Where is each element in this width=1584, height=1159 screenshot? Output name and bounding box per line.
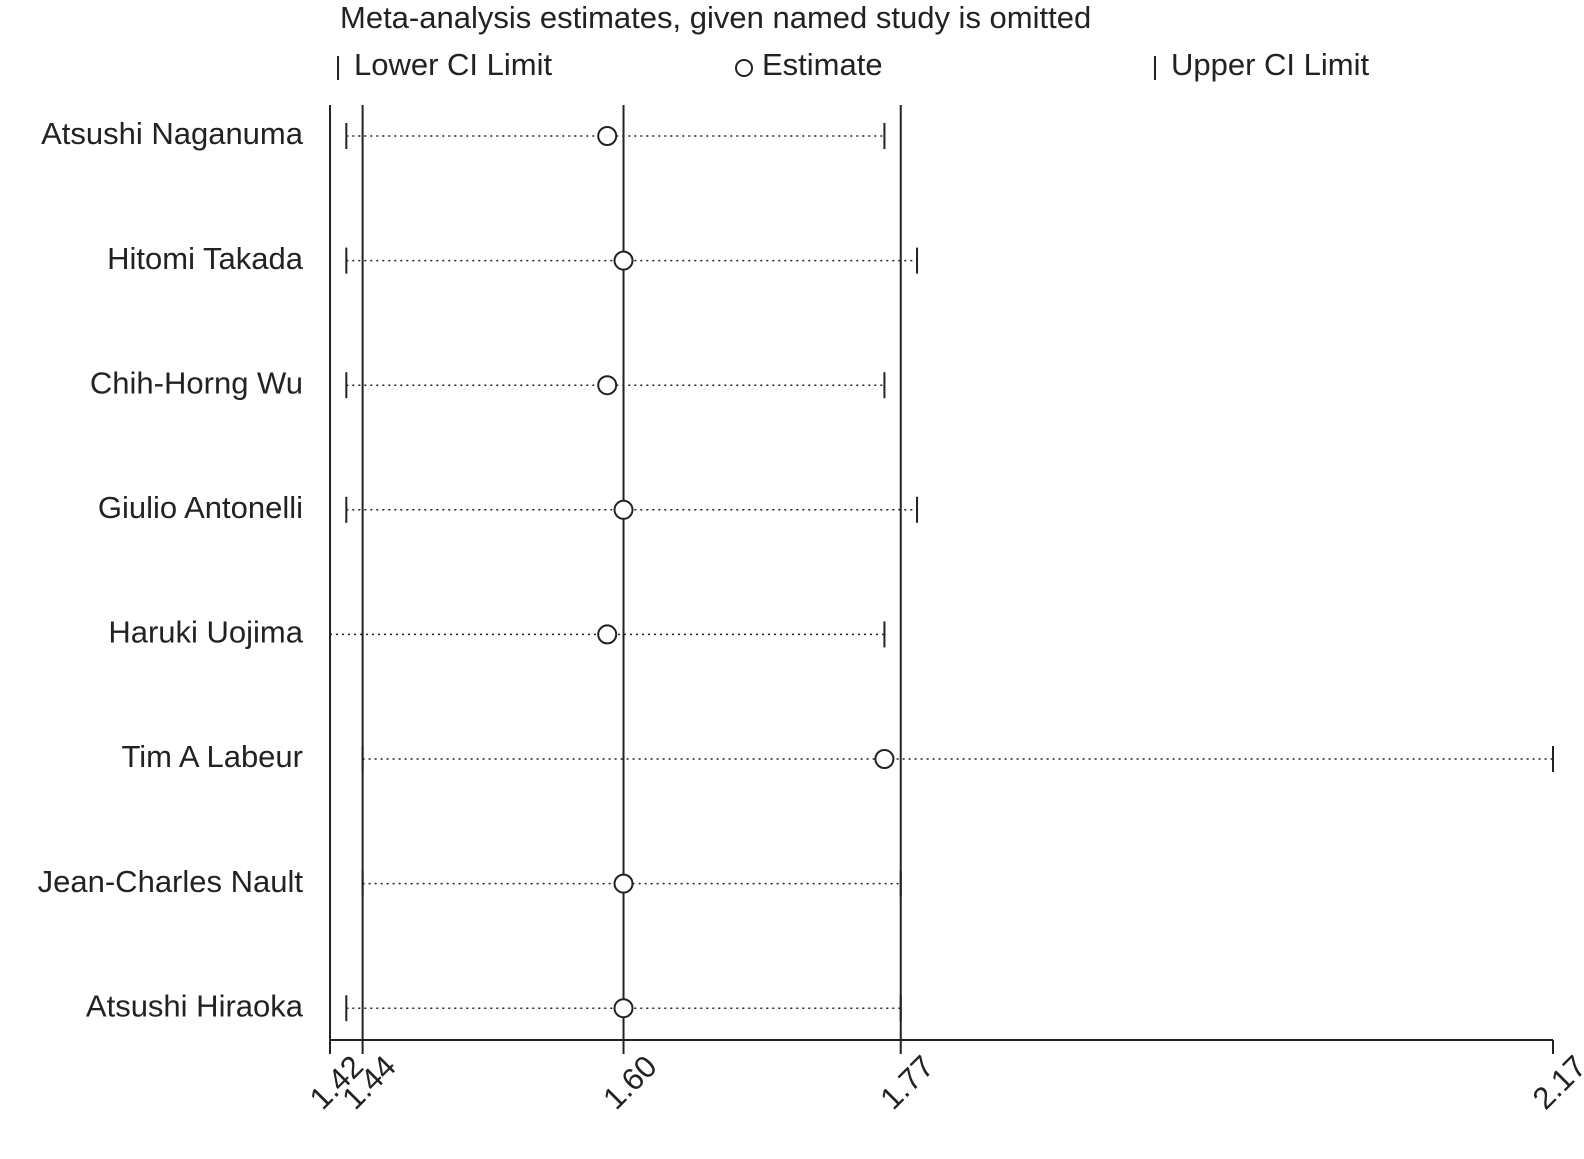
x-tick-label: 1.60 xyxy=(596,1049,663,1116)
estimate xyxy=(597,624,618,645)
y-tick-label: Haruki Uojima xyxy=(108,615,303,650)
y-tick-label: Tim A Labeur xyxy=(121,739,303,774)
x-tick-label: 2.17 xyxy=(1526,1049,1584,1116)
legend-label: Upper CI Limit xyxy=(1171,47,1369,82)
legend-label: Lower CI Limit xyxy=(354,47,552,82)
y-tick-label: Atsushi Naganuma xyxy=(41,116,304,151)
y-tick-label: Atsushi Hiraoka xyxy=(86,988,304,1023)
x-tick-label: 1.77 xyxy=(873,1049,940,1116)
estimate xyxy=(613,998,634,1019)
estimate xyxy=(597,126,618,146)
chart-title: Meta-analysis estimates, given named stu… xyxy=(340,0,1091,35)
estimate xyxy=(597,375,618,396)
legend-marker xyxy=(735,59,753,77)
estimate xyxy=(613,250,634,271)
y-tick-label: Hitomi Takada xyxy=(107,241,304,276)
legend-label: Estimate xyxy=(762,47,883,82)
estimate xyxy=(874,749,895,769)
y-tick-label: Giulio Antonelli xyxy=(98,490,303,525)
y-tick-label: Jean-Charles Nault xyxy=(38,864,304,899)
estimate xyxy=(613,499,634,520)
estimate xyxy=(613,873,634,894)
y-tick-label: Chih-Horng Wu xyxy=(90,365,303,400)
